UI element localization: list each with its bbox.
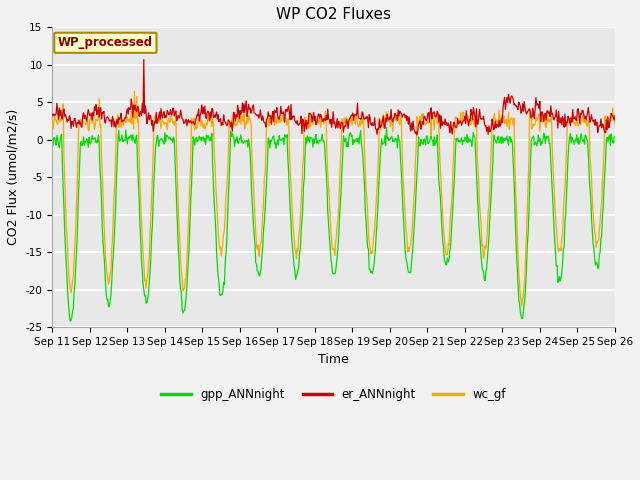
Text: WP_processed: WP_processed — [58, 36, 153, 49]
Legend: gpp_ANNnight, er_ANNnight, wc_gf: gpp_ANNnight, er_ANNnight, wc_gf — [157, 383, 511, 406]
Y-axis label: CO2 Flux (umol/m2/s): CO2 Flux (umol/m2/s) — [7, 109, 20, 245]
Title: WP CO2 Fluxes: WP CO2 Fluxes — [276, 7, 391, 22]
X-axis label: Time: Time — [318, 353, 349, 366]
